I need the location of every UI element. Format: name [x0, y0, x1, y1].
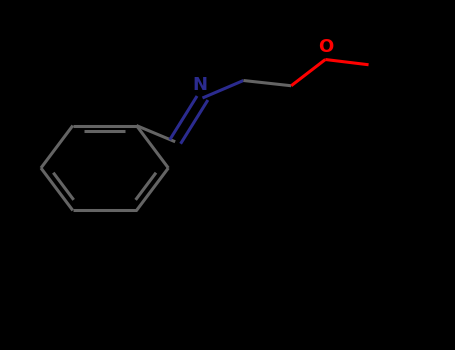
- Text: N: N: [193, 77, 207, 95]
- Text: O: O: [318, 38, 333, 56]
